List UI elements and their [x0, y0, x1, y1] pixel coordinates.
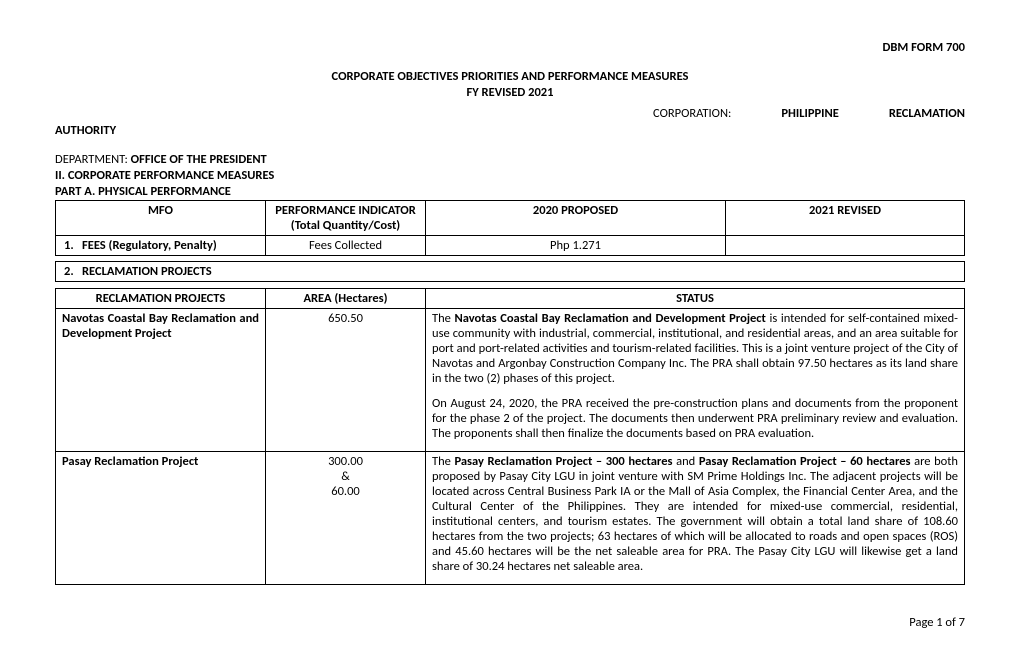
hdr-proposed: 2020 PROPOSED	[426, 200, 726, 235]
reclamation-projects-table: RECLAMATION PROJECTS AREA (Hectares) STA…	[55, 288, 965, 585]
project-area-1: 650.50	[266, 308, 426, 451]
hdr-revised: 2021 REVISED	[726, 200, 965, 235]
dept-value: OFFICE OF THE PRESIDENT	[131, 152, 267, 167]
pi-1: Fees Collected	[266, 235, 426, 255]
section-2-heading: II. CORPORATE PERFORMANCE MEASURES	[55, 168, 965, 183]
form-id: DBM FORM 700	[55, 40, 965, 55]
mfo-2: 2.RECLAMATION PROJECTS	[56, 261, 965, 281]
hdr-rp: RECLAMATION PROJECTS	[56, 288, 266, 308]
page-footer: Page 1 of 7	[55, 615, 965, 630]
hdr-pi: PERFORMANCE INDICATOR (Total Quantity/Co…	[266, 200, 426, 235]
corp-label: CORPORATION:	[653, 106, 731, 121]
revised-1	[726, 235, 965, 255]
project-name-1: Navotas Coastal Bay Reclamation and Deve…	[56, 308, 266, 451]
doc-title: CORPORATE OBJECTIVES PRIORITIES AND PERF…	[55, 69, 965, 102]
table-row: 1.FEES (Regulatory, Penalty) Fees Collec…	[56, 235, 965, 255]
hdr-mfo: MFO	[56, 200, 266, 235]
table-header-row: MFO PERFORMANCE INDICATOR (Total Quantit…	[56, 200, 965, 235]
table-header-row: RECLAMATION PROJECTS AREA (Hectares) STA…	[56, 288, 965, 308]
mfo-1: 1.FEES (Regulatory, Penalty)	[56, 235, 266, 255]
table-row: Pasay Reclamation Project 300.00 & 60.00…	[56, 451, 965, 584]
department-line: DEPARTMENT: OFFICE OF THE PRESIDENT	[55, 152, 965, 167]
project-status-1: The Navotas Coastal Bay Reclamation and …	[426, 308, 965, 451]
authority-line: AUTHORITY	[55, 123, 965, 138]
part-a-heading: PART A. PHYSICAL PERFORMANCE	[55, 184, 965, 199]
project-area-2: 300.00 & 60.00	[266, 451, 426, 584]
title-line1: CORPORATE OBJECTIVES PRIORITIES AND PERF…	[55, 69, 965, 85]
corporation-row: CORPORATION: PHILIPPINE RECLAMATION	[55, 106, 965, 121]
title-line2: FY REVISED 2021	[55, 85, 965, 101]
hdr-status: STATUS	[426, 288, 965, 308]
dept-label: DEPARTMENT:	[55, 152, 131, 167]
project-name-2: Pasay Reclamation Project	[56, 451, 266, 584]
proposed-1: Php 1.271	[426, 235, 726, 255]
hdr-area: AREA (Hectares)	[266, 288, 426, 308]
corp-name-2: RECLAMATION	[889, 106, 965, 121]
table-row: 2.RECLAMATION PROJECTS	[56, 261, 965, 281]
performance-table: MFO PERFORMANCE INDICATOR (Total Quantit…	[55, 200, 965, 282]
corp-name-1: PHILIPPINE	[781, 106, 838, 121]
project-status-2: The Pasay Reclamation Project – 300 hect…	[426, 451, 965, 584]
table-row: Navotas Coastal Bay Reclamation and Deve…	[56, 308, 965, 451]
